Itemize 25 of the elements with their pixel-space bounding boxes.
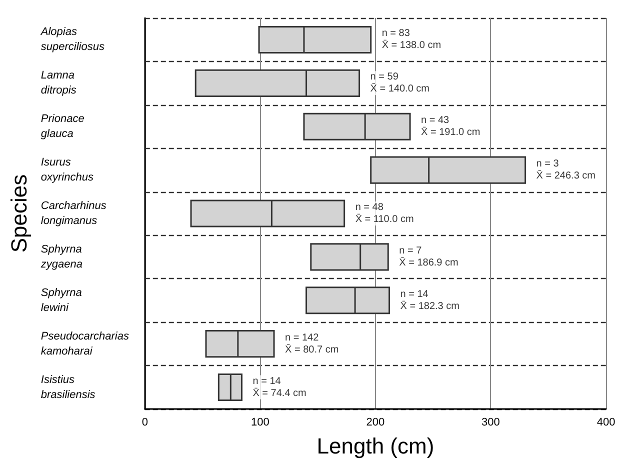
- y-axis-title: Species: [6, 174, 32, 253]
- y-tick-label: Isurus oxyrinchus: [40, 156, 94, 184]
- annotation: n = 48 X̄ = 110.0 cm: [355, 202, 414, 225]
- y-tick-label: Sphyrna lewini: [40, 286, 82, 314]
- annotation: n = 14 X̄ = 182.3 cm: [400, 288, 460, 312]
- x-tick-label: 400: [596, 416, 616, 428]
- annotation: n = 3 X̄ = 246.3 cm: [536, 158, 596, 182]
- annotation: n = 142 X̄ = 80.7 cm: [285, 332, 339, 356]
- y-tick-label: Alopias superciliosus: [40, 26, 105, 54]
- x-tick-label: 300: [482, 416, 500, 428]
- x-tick-label: 0: [142, 416, 148, 428]
- annotation: n = 7 X̄ = 186.9 cm: [399, 245, 458, 268]
- y-tick-label: Pseudocarcharias kamoharai: [40, 330, 130, 358]
- y-tick-label: Prionace glauca: [40, 113, 84, 140]
- x-axis-title: Length (cm): [316, 434, 434, 458]
- x-tick-label: 100: [250, 416, 270, 428]
- annotation: n = 43 X̄ = 191.0 cm: [421, 115, 480, 138]
- y-tick-label: Isistius brasiliensis: [40, 374, 96, 401]
- y-tick-label: Carcharhinus longimanus: [40, 200, 107, 227]
- annotation: n = 14 X̄ = 74.4 cm: [252, 376, 306, 399]
- annotation: n = 59 X̄ = 140.0 cm: [370, 72, 430, 95]
- y-tick-label: Lamna ditropis: [40, 70, 77, 97]
- x-tick-label: 200: [366, 416, 385, 428]
- y-tick-label: Sphyrna zygaena: [40, 243, 82, 270]
- annotation: n = 83 X̄ = 138.0 cm: [382, 28, 442, 52]
